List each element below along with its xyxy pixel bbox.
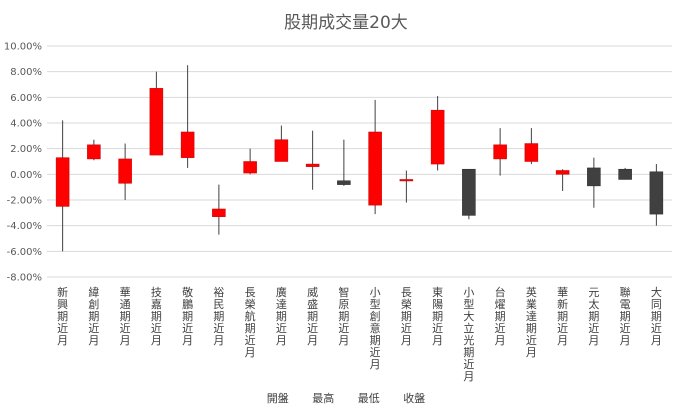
x-tick-label: 大同期近月	[651, 285, 662, 347]
candle-body	[493, 144, 507, 160]
x-tick-label: 台燿期近月	[495, 285, 506, 347]
chart-legend: 開盤 最高 最低 收盤	[0, 390, 692, 406]
candle	[555, 169, 570, 192]
x-tick-label: 廣達期近月	[276, 285, 287, 347]
y-tick-label: 2.00%	[10, 144, 42, 155]
candle	[337, 139, 351, 186]
x-tick-label: 智原期近月	[338, 285, 349, 347]
candle-body	[243, 161, 257, 174]
candle	[587, 157, 601, 208]
x-tick-label: 威盛期近月	[307, 286, 318, 347]
legend-entry-high: 最高	[312, 392, 335, 405]
y-tick-label: -6.00%	[7, 247, 42, 258]
candle-body	[587, 167, 601, 187]
x-tick-label: 緯創期近月	[88, 285, 99, 347]
candle	[368, 99, 382, 215]
y-tick-label: 6.00%	[10, 93, 42, 104]
x-tick-label: 華新期近月	[557, 286, 568, 347]
x-tick-label: 長榮航期近月	[245, 286, 256, 359]
candle-body	[618, 168, 632, 180]
candle	[305, 130, 320, 190]
candle	[618, 167, 632, 180]
x-tick-label: 長榮期近月	[401, 286, 412, 347]
candle	[118, 143, 132, 200]
candle-body	[87, 144, 101, 160]
y-tick-label: -2.00%	[7, 196, 42, 207]
candle	[243, 148, 257, 175]
candle	[430, 96, 445, 171]
y-tick-label: -4.00%	[7, 221, 42, 232]
x-tick-label: 技嘉期近月	[151, 286, 162, 347]
candle-body	[180, 131, 195, 158]
candle	[274, 125, 289, 162]
y-tick-label: 4.00%	[10, 119, 42, 130]
candle-body	[368, 131, 382, 206]
candle-body	[212, 208, 226, 217]
candle	[149, 71, 164, 156]
legend-entry-open: 開盤	[266, 392, 289, 405]
candle	[399, 170, 414, 203]
x-tick-label: 裕民期近月	[213, 286, 224, 347]
legend-entry-low: 最低	[357, 392, 380, 405]
candle	[55, 120, 70, 252]
x-tick-label: 聯電期近月	[620, 286, 631, 347]
candle-body	[337, 180, 351, 185]
candle	[649, 164, 664, 226]
x-tick-label: 小型創意期近月	[370, 286, 381, 371]
candle-body	[462, 168, 476, 216]
candle-body	[305, 163, 320, 167]
candle-body	[55, 157, 70, 207]
x-tick-label: 華通期近月	[120, 286, 131, 347]
candle-body	[149, 88, 164, 156]
x-tick-label: 英業達期近月	[526, 285, 537, 359]
x-tick-label: 元太期近月	[588, 286, 599, 347]
candle	[87, 139, 101, 161]
candle-body	[649, 171, 664, 215]
candle	[524, 128, 539, 165]
candle-body	[399, 179, 414, 182]
y-tick-label: 10.00%	[4, 42, 42, 53]
candle-body	[555, 170, 570, 175]
candle	[462, 168, 476, 220]
legend-entry-close: 收盤	[403, 392, 426, 405]
x-tick-label: 新興期近月	[57, 285, 68, 347]
x-tick-label: 東陽期近月	[432, 286, 443, 347]
y-tick-label: 0.00%	[10, 170, 42, 181]
candle	[493, 128, 507, 176]
x-tick-label: 小型大立光期近月	[463, 286, 474, 383]
candle-body	[118, 158, 132, 184]
chart-title: 股期成交量20大	[284, 13, 408, 33]
candle	[212, 184, 226, 235]
candle-body	[524, 143, 539, 162]
y-tick-label: -8.00%	[7, 273, 42, 284]
candle-body	[430, 109, 445, 165]
y-tick-label: 8.00%	[10, 67, 42, 78]
x-tick-label: 敬鵬期近月	[182, 286, 193, 347]
candle	[180, 65, 195, 168]
candle-body	[274, 139, 289, 162]
